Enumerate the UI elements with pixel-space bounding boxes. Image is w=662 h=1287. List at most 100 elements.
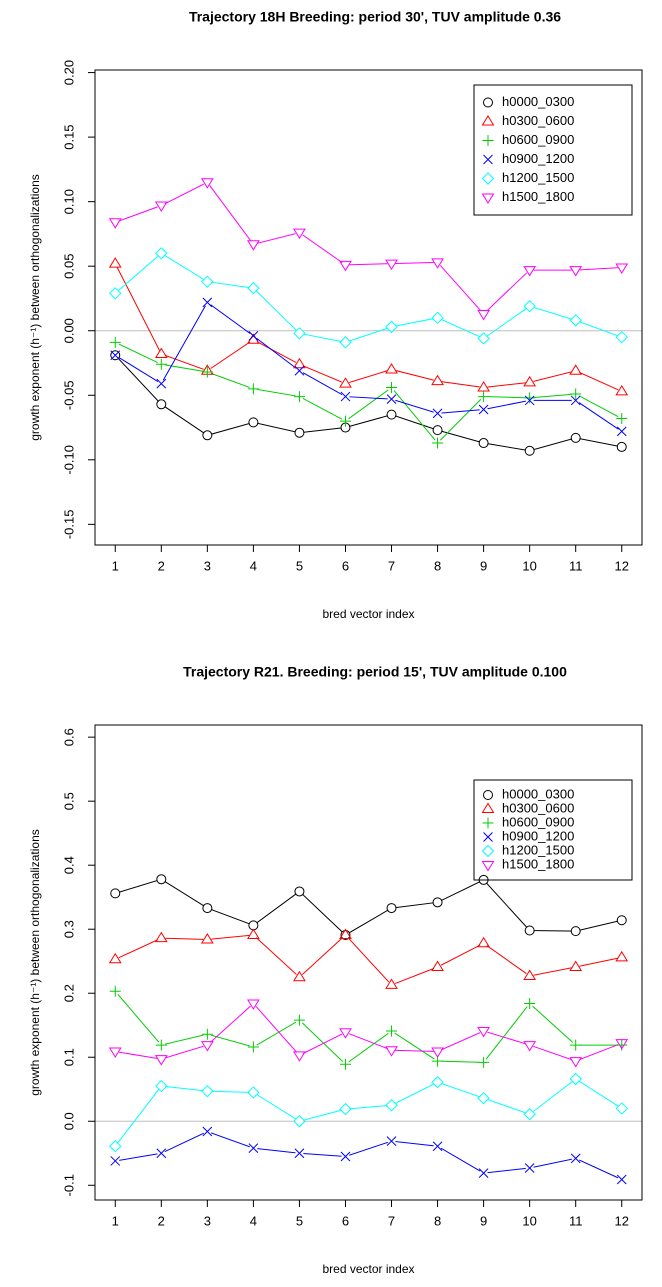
marker-bg xyxy=(617,442,626,451)
data-point xyxy=(293,391,305,403)
data-point xyxy=(570,926,581,937)
data-point xyxy=(570,388,582,400)
data-point xyxy=(432,437,444,449)
data-point xyxy=(615,330,628,344)
y-tick-label: 0.5 xyxy=(61,792,76,810)
data-point xyxy=(110,1156,121,1166)
x-tick-label: 7 xyxy=(388,558,395,573)
data-point xyxy=(293,228,306,240)
data-point xyxy=(569,1057,583,1068)
data-point xyxy=(202,297,213,308)
data-point xyxy=(108,218,122,229)
data-point xyxy=(385,320,398,334)
data-point xyxy=(109,287,122,300)
data-point xyxy=(431,258,444,269)
marker-bg xyxy=(111,1142,120,1151)
data-point xyxy=(616,915,627,926)
y-tick-label: 0.10 xyxy=(61,189,76,214)
series-line xyxy=(114,301,623,432)
marker-bg xyxy=(525,1110,534,1119)
data-point xyxy=(616,413,628,425)
x-axis-label: bred vector index xyxy=(322,1262,414,1276)
data-point xyxy=(524,395,535,406)
y-axis-label: growth exponent (h⁻¹) between orthogonal… xyxy=(28,829,42,1096)
legend-marker xyxy=(481,861,495,872)
marker-bg xyxy=(203,277,212,286)
data-point xyxy=(477,309,491,321)
marker-bg xyxy=(387,1101,396,1110)
marker-bg xyxy=(295,887,304,896)
y-tick-label: 0.3 xyxy=(61,920,76,938)
marker-bg xyxy=(617,1104,626,1113)
legend-label: h0900_1200 xyxy=(502,828,574,843)
x-tick-label: 11 xyxy=(569,558,583,573)
x-tick-label: 9 xyxy=(480,558,487,573)
marker-bg xyxy=(249,284,258,293)
data-point xyxy=(432,897,443,908)
data-point xyxy=(432,408,443,419)
marker-bg xyxy=(479,439,488,448)
data-point xyxy=(246,928,260,939)
x-tick-label: 11 xyxy=(569,1213,583,1228)
x-tick-label: 12 xyxy=(615,1213,629,1228)
plot-frame xyxy=(94,69,643,546)
data-point xyxy=(340,1151,351,1162)
marker-bg xyxy=(341,338,350,347)
series-line xyxy=(114,1078,623,1147)
x-tick-label: 3 xyxy=(204,558,211,573)
x-tick-label: 4 xyxy=(250,558,257,573)
marker-bg xyxy=(249,921,258,930)
x-tick-label: 2 xyxy=(158,1213,165,1228)
data-point xyxy=(477,332,490,345)
marker-bg xyxy=(479,334,488,343)
data-point xyxy=(386,394,397,404)
data-point xyxy=(200,1041,214,1052)
data-point xyxy=(110,350,121,361)
data-point xyxy=(202,903,213,914)
data-point xyxy=(294,427,305,438)
data-point xyxy=(385,259,398,271)
data-point xyxy=(156,399,167,410)
legend-label: h0600_0900 xyxy=(502,814,574,829)
data-point xyxy=(248,417,259,428)
data-point xyxy=(478,1168,489,1178)
marker-bg xyxy=(111,889,120,898)
legend-label: h0000_0300 xyxy=(502,94,574,109)
legend-marker xyxy=(483,97,493,108)
data-point xyxy=(294,886,305,897)
marker-bg xyxy=(571,927,580,936)
legend-marker xyxy=(483,154,493,165)
data-point xyxy=(156,1148,167,1159)
data-point xyxy=(246,240,260,251)
marker-bg xyxy=(249,1088,258,1097)
data-point xyxy=(156,378,167,389)
data-point xyxy=(478,874,489,885)
legend-box xyxy=(473,779,633,881)
y-tick-label: 0.2 xyxy=(61,984,76,1002)
data-point xyxy=(478,391,490,403)
y-tick-label: 0.4 xyxy=(61,856,76,874)
data-point xyxy=(201,366,213,378)
data-point xyxy=(523,1108,536,1121)
data-point xyxy=(156,874,167,885)
data-point xyxy=(293,327,306,340)
x-tick-label: 2 xyxy=(158,558,165,573)
data-point xyxy=(478,1056,490,1068)
data-point xyxy=(108,952,122,964)
data-point xyxy=(339,1102,352,1116)
data-point xyxy=(431,1047,444,1058)
data-point xyxy=(109,985,121,997)
chart: Trajectory R21. Breeding: period 15', TU… xyxy=(28,664,643,1276)
data-point xyxy=(339,1058,351,1070)
legend-marker xyxy=(483,790,493,800)
legend-marker xyxy=(481,193,495,204)
data-point xyxy=(524,997,536,1009)
legend-marker xyxy=(481,802,495,813)
marker-bg xyxy=(387,904,396,913)
marker-bg xyxy=(249,418,258,427)
x-tick-label: 6 xyxy=(342,1213,349,1228)
marker-bg xyxy=(617,333,626,342)
data-point xyxy=(569,266,583,277)
data-point xyxy=(615,1039,629,1050)
marker-bg xyxy=(157,400,166,409)
